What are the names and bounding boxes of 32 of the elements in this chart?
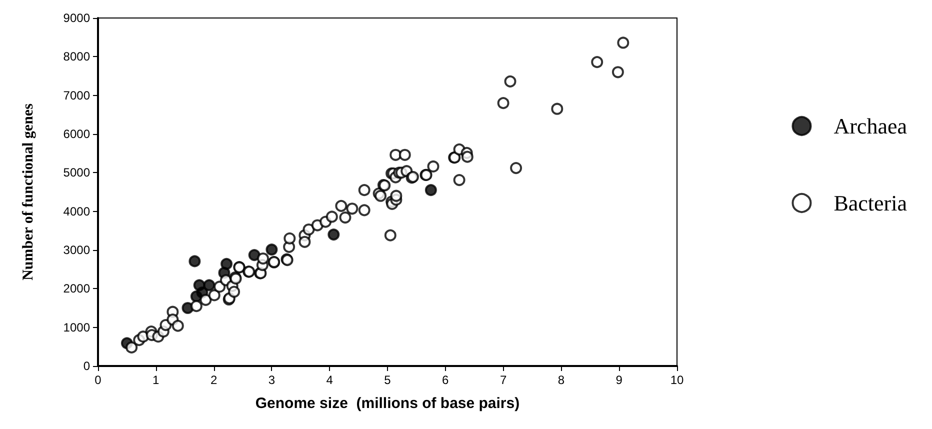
point (203, 279, 216, 292)
point (220, 258, 233, 270)
y-tick-label: 5000 (63, 166, 90, 180)
x-tick-label: 7 (500, 373, 507, 387)
y-tick-label: 7000 (63, 88, 90, 102)
point (328, 228, 340, 241)
x-tick-label: 2 (210, 373, 218, 387)
point (188, 255, 201, 268)
y-tick-label: 0 (83, 359, 90, 373)
y-tick-label: 2000 (63, 282, 90, 296)
y-tick-label: 9000 (63, 11, 90, 25)
point (248, 249, 260, 262)
legend-label: Bacteria (834, 190, 908, 216)
x-tick-label: 9 (616, 373, 623, 387)
y-axis-title: Number of functional genes (20, 103, 36, 280)
x-tick-label: 10 (670, 373, 684, 387)
x-tick-label: 6 (442, 373, 450, 387)
x-tick-label: 4 (326, 373, 334, 387)
y-tick-label: 3000 (63, 243, 90, 257)
x-axis-title: Genome size (millions of base pairs) (255, 395, 520, 412)
legend-label: Archaea (834, 114, 908, 138)
x-tick-label: 3 (268, 373, 276, 387)
y-tick-label: 4000 (63, 204, 90, 218)
point (424, 184, 437, 196)
x-tick-label: 8 (558, 373, 565, 387)
x-tick-label: 1 (152, 373, 160, 387)
x-tick-label: 0 (94, 373, 102, 387)
point (266, 244, 278, 256)
y-tick-label: 1000 (63, 320, 90, 334)
y-tick-label: 8000 (63, 50, 90, 64)
y-tick-label: 6000 (63, 127, 90, 141)
x-tick-label: 5 (384, 373, 392, 387)
